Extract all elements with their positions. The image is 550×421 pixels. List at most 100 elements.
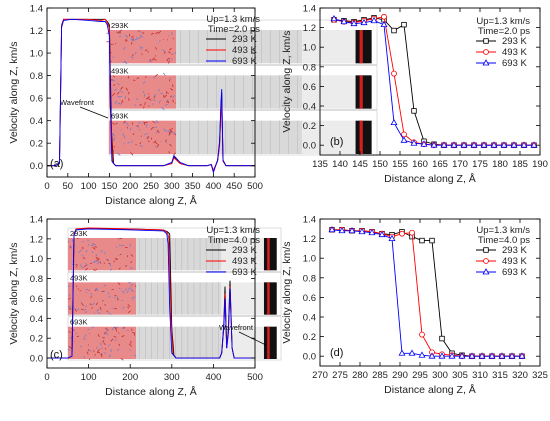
x-tick-label: 165 [432,159,448,170]
series-group [328,225,526,360]
data-point [498,352,506,359]
legend-entry: 493 K [502,47,527,58]
x-tick-label: 135 [312,159,328,170]
x-tick-label: 320 [512,370,528,381]
panel-label: (a) [50,158,63,170]
series-line-293k [332,229,522,357]
y-tick-label: 0.4 [30,314,43,325]
y-tick-label: 1.2 [30,234,43,245]
x-tick-label: 350 [185,181,201,192]
series-line-693k [331,229,522,357]
inset-pristine-region [136,238,222,271]
y-tick-label: 0.6 [303,82,316,93]
inset-free-surface [263,238,277,271]
inset-snapshot: 293K 493K 693K [67,227,282,361]
data-point [348,226,356,234]
y-tick-label: 1.4 [30,4,43,15]
data-point [330,14,338,22]
panel-label: (b) [330,136,343,148]
legend-condition: Time=4.0 ps [208,235,260,246]
inset-free-surface [263,282,277,315]
data-point [419,331,425,338]
series-group [47,227,255,359]
y-axis-title: Velocity along Z, km/s [8,242,20,344]
inset-deformed-region [68,238,137,271]
data-point [358,227,366,235]
x-tick-label: 150 [101,181,117,192]
x-tick-label: 285 [372,370,388,381]
data-point [418,351,426,358]
y-tick-label: 0.6 [30,294,43,305]
y-tick-label: 1.4 [303,215,316,226]
legend-marker [483,258,489,264]
inset-free-surface [263,326,277,359]
data-point [381,13,387,20]
x-tick-label: 0 [44,372,49,383]
legend-condition: Up=1.3 km/s [476,16,530,27]
series-line-493k [332,229,522,357]
data-point [328,225,336,233]
annotation-arrow [238,331,267,346]
inset-label: 493K [70,273,88,282]
data-point [480,141,488,148]
y-axis-title: Velocity along Z, km/s [8,41,20,143]
legend-condition: Up=1.3 km/s [206,14,260,25]
x-tick-label: 145 [352,159,368,170]
x-tick-label: 290 [392,370,408,381]
x-tick-label: 450 [226,181,242,192]
legend-marker [483,247,489,253]
data-point [398,349,406,356]
legend-entry: 293 K [502,245,527,256]
inset-pristine-region [176,30,302,64]
x-tick-label: 275 [332,370,348,381]
x-tick-label: 160 [412,159,428,170]
data-point [439,335,445,342]
y-tick-label: 0.4 [303,102,316,113]
data-point [388,234,396,241]
plot-frame [319,218,541,367]
data-point [470,141,478,148]
x-tick-label: 200 [122,372,138,383]
data-point [438,352,446,359]
data-point [488,352,496,359]
data-point [468,352,476,359]
data-point [391,27,397,34]
legend-marker [483,49,489,55]
data-point [478,352,486,359]
x-tick-label: 50 [63,181,74,192]
inset-pristine-region [136,282,222,315]
data-point [411,108,417,114]
x-axis-title: Distance along Z, Å [384,172,476,185]
x-tick-label: 100 [81,181,97,192]
legend-condition: Time=4.0 ps [478,235,530,246]
data-point [520,141,528,148]
data-point [458,352,466,359]
data-point [410,139,418,146]
panel-label: (d) [330,347,343,359]
y-tick-label: 0.0 [303,141,316,152]
y-tick-label: 0.8 [30,71,43,82]
legend-entry: 493 K [232,45,257,56]
x-tick-label: 180 [492,159,508,170]
panel-label: (c) [50,349,63,361]
legend-entry: 493 K [232,256,257,267]
legend-entry: 293 K [502,36,527,47]
data-point [399,230,405,237]
inset-label: 693K [111,112,129,121]
x-tick-label: 250 [143,181,159,192]
data-point [530,141,538,148]
legend-entry: 293 K [232,245,257,256]
inset-pristine-region [176,75,302,109]
inset-label: 293K [111,21,129,30]
y-tick-label: 0.0 [30,354,43,365]
legend-condition: Up=1.3 km/s [206,225,260,236]
series-line-693k [47,228,255,359]
x-tick-label: 0 [44,181,49,192]
legend-entry: 693 K [232,267,257,278]
chart-panel-c: 293K 493K 693K 0 100 200 300 400 500 0.0 0.2 0.4 0.6… [8,215,282,398]
y-tick-label: 0.2 [30,139,43,150]
data-point [429,237,435,244]
legend-condition: Time=2.0 ps [208,24,260,35]
x-axis-title: Distance along Z, Å [384,383,476,396]
